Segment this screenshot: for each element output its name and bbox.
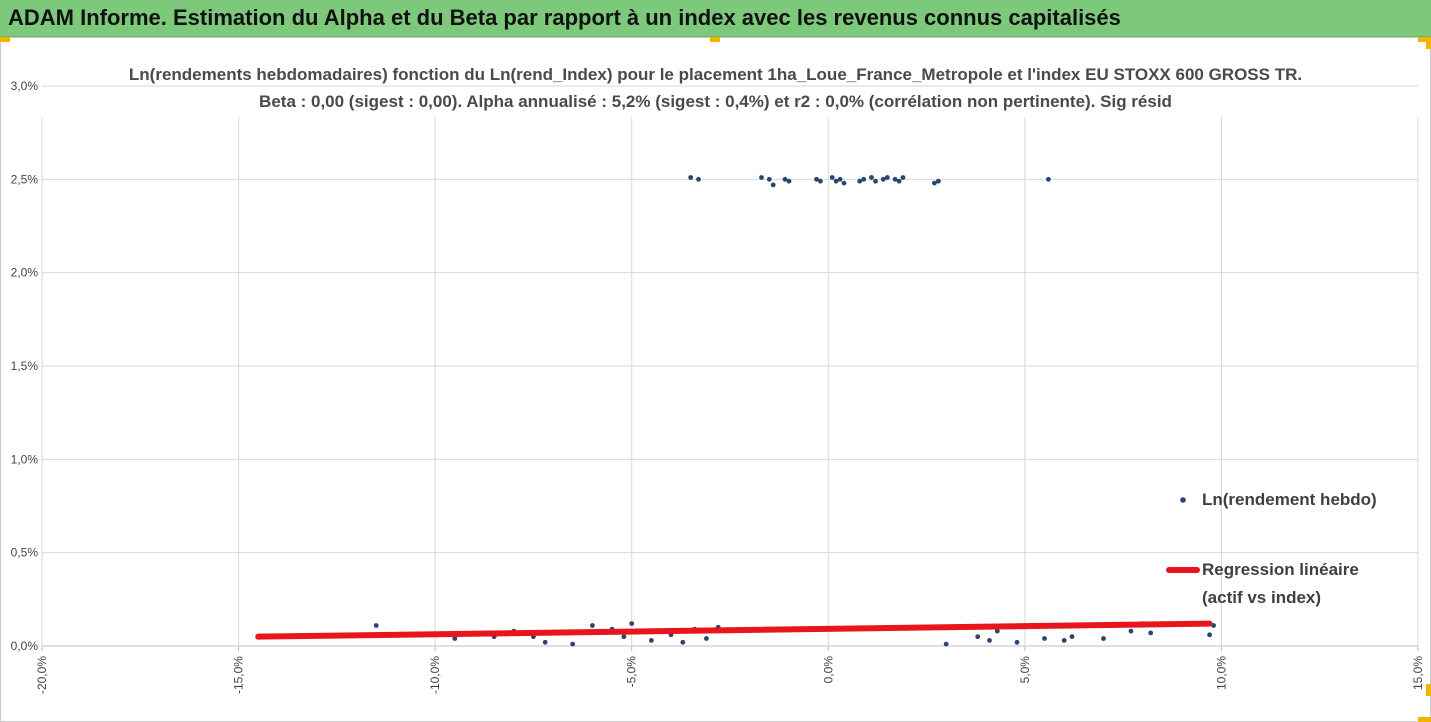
y-tick-label: 2,0% (11, 266, 39, 280)
x-tick-label: 5,0% (1018, 656, 1032, 684)
data-point (1128, 628, 1134, 634)
report-title: ADAM Informe. Estimation du Alpha et du … (8, 5, 1121, 30)
data-point (975, 634, 981, 640)
y-tick-label: 2,5% (11, 172, 39, 186)
data-point (452, 636, 458, 641)
data-point (869, 175, 874, 180)
data-point (621, 634, 627, 640)
legend-markers (1166, 497, 1200, 573)
legend-label-regression-line-2: (actif vs index) (1202, 588, 1322, 607)
y-tick-label: 1,5% (11, 359, 39, 373)
x-tick-label: -15,0% (232, 656, 246, 694)
data-point (629, 621, 635, 626)
data-point (987, 638, 992, 643)
data-point (1046, 176, 1051, 182)
data-point (590, 623, 595, 628)
data-point (943, 641, 949, 647)
data-point (896, 178, 902, 184)
data-point (1042, 636, 1047, 641)
data-point (900, 175, 906, 180)
data-point (837, 176, 843, 182)
resize-handle-top-right[interactable] (1418, 37, 1431, 42)
data-point (861, 176, 867, 182)
chart-title-line-1: Ln(rendements hebdomadaires) fonction du… (128, 65, 1303, 84)
data-point (680, 639, 686, 645)
data-point (829, 175, 835, 180)
resize-handle-top[interactable] (710, 37, 720, 42)
data-point (936, 178, 941, 184)
data-point (1069, 634, 1075, 640)
y-tick-label: 0,0% (11, 639, 39, 653)
x-axis-ticks: -20,0% -15,0% -10,0% -5,0% 0,0% 5,0% 10,0% 15,0… (35, 656, 1425, 694)
data-point (873, 178, 878, 184)
data-point (542, 639, 548, 645)
x-tick-label: 15,0% (1411, 656, 1425, 690)
data-point (1101, 636, 1106, 641)
data-point (759, 175, 764, 180)
y-axis-ticks: 0,0% 0,5% 1,0% 1,5% 2,0% 2,5% 3,0% (11, 79, 39, 653)
resize-handle-left[interactable] (0, 37, 10, 42)
resize-handle-bottom[interactable] (1418, 717, 1431, 722)
data-point (818, 178, 823, 184)
data-point (704, 636, 709, 641)
regression-line (255, 620, 1213, 640)
data-point (1148, 630, 1154, 636)
data-point (1014, 639, 1020, 645)
y-tick-label: 3,0% (11, 79, 39, 93)
data-point (786, 178, 792, 184)
x-tick-label: 0,0% (821, 656, 835, 684)
data-point (932, 180, 937, 186)
regression-line-segment (255, 620, 1213, 640)
data-point (994, 628, 1000, 634)
legend-label-regression-line-1: Regression linéaire (1202, 560, 1359, 579)
data-point (649, 638, 654, 643)
data-point (880, 176, 886, 182)
legend-point-marker (1180, 497, 1186, 503)
y-tick-label: 0,5% (11, 546, 39, 560)
y-tick-label: 1,0% (11, 452, 39, 466)
data-point (892, 176, 898, 182)
resize-handle-bottom-right[interactable] (1426, 684, 1431, 696)
data-point (833, 178, 839, 184)
data-point (857, 178, 863, 184)
report-banner: ADAM Informe. Estimation du Alpha et du … (0, 0, 1431, 37)
x-tick-label: -5,0% (625, 656, 639, 688)
data-point (688, 175, 694, 180)
data-point (1061, 638, 1067, 643)
resize-handle-right[interactable] (1426, 37, 1431, 49)
gridlines (41, 85, 1419, 651)
data-point (1207, 632, 1212, 638)
data-points (255, 175, 1216, 647)
x-tick-label: -10,0% (428, 656, 442, 694)
data-point (766, 176, 772, 182)
legend-label-points: Ln(rendement hebdo) (1202, 490, 1377, 509)
chart-title-line-2: Beta : 0,00 (sigest : 0,00). Alpha annua… (259, 92, 1172, 111)
data-point (782, 176, 788, 182)
data-point (770, 182, 776, 188)
data-point (373, 623, 379, 628)
data-point (814, 176, 819, 182)
x-tick-label: -20,0% (35, 656, 49, 694)
data-point (884, 175, 890, 180)
x-tick-label: 10,0% (1214, 656, 1228, 690)
data-point (570, 641, 576, 647)
data-point (841, 180, 847, 186)
data-point (696, 176, 701, 182)
